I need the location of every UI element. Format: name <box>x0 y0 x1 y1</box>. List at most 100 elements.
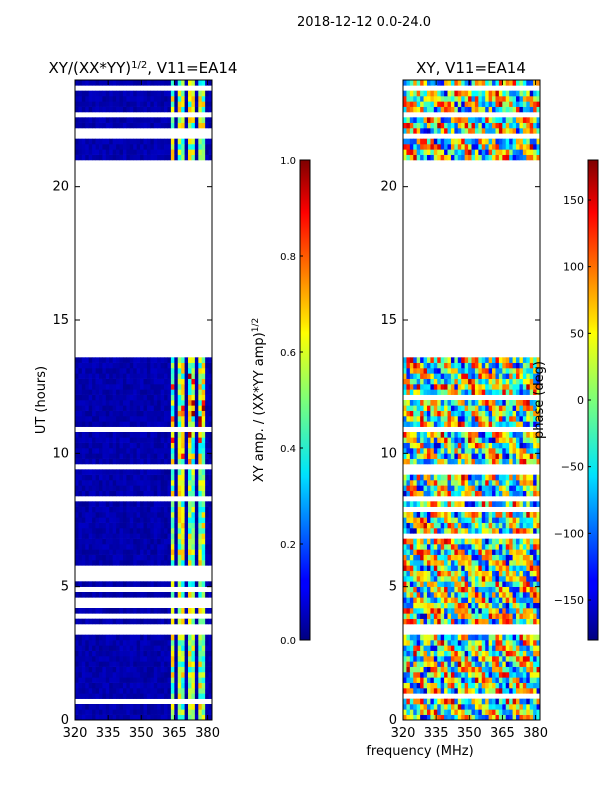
heatmap-cell <box>454 613 459 619</box>
heatmap-cell <box>88 528 93 534</box>
heatmap-cell <box>447 565 452 571</box>
heatmap-cell <box>413 576 418 582</box>
heatmap-cell <box>433 378 438 385</box>
heatmap-cell <box>157 661 162 667</box>
heatmap-cell <box>423 645 428 651</box>
heatmap-cell <box>464 448 469 454</box>
heatmap-cell <box>461 373 466 379</box>
heatmap-cell <box>457 549 462 555</box>
heatmap-cell <box>461 400 466 406</box>
heatmap-cell <box>457 698 462 705</box>
heatmap-cell <box>160 485 165 491</box>
heatmap-cell <box>495 586 500 593</box>
heatmap-cell <box>78 661 83 667</box>
heatmap-cell <box>512 442 517 449</box>
heatmap-cell <box>519 634 524 641</box>
heatmap-cell <box>505 373 510 379</box>
heatmap-cell <box>201 704 206 710</box>
heatmap-cell <box>116 688 120 694</box>
heatmap-cell <box>505 389 510 395</box>
heatmap-cell <box>403 714 407 720</box>
heatmap-cell <box>420 538 424 545</box>
heatmap-cell <box>170 533 175 539</box>
heatmap-cell <box>471 389 476 395</box>
heatmap-cell <box>440 640 445 646</box>
heatmap-cell <box>457 501 462 507</box>
heatmap-cell <box>461 432 466 438</box>
heatmap-cell <box>522 474 527 481</box>
heatmap-cell <box>198 634 203 641</box>
heatmap-cell <box>78 704 83 710</box>
heatmap-cell <box>174 656 179 662</box>
heatmap-cell <box>181 362 185 369</box>
heatmap-cell <box>485 602 490 609</box>
heatmap-cell <box>75 405 79 411</box>
heatmap-cell <box>116 714 120 720</box>
heatmap-cell <box>112 144 117 150</box>
heatmap-cell <box>146 549 151 555</box>
heatmap-cell <box>478 485 483 491</box>
heatmap-cell <box>440 458 445 465</box>
heatmap-cell <box>92 554 96 561</box>
heatmap-cell <box>105 122 110 129</box>
heatmap-cell <box>164 458 168 465</box>
heatmap-cell <box>481 362 486 369</box>
heatmap-cell <box>533 666 537 673</box>
heatmap-cell <box>526 714 531 720</box>
heatmap-cell <box>174 96 179 102</box>
heatmap-cell <box>420 528 424 534</box>
heatmap-cell <box>208 149 212 155</box>
heatmap-cell <box>136 106 141 113</box>
heatmap-cell <box>512 544 517 550</box>
heatmap-cell <box>164 704 168 710</box>
heatmap-cell <box>194 517 199 523</box>
heatmap-cell <box>481 389 486 395</box>
heatmap-cell <box>181 122 185 129</box>
heatmap-cell <box>474 538 479 545</box>
heatmap-cell <box>126 661 131 667</box>
heatmap-cell <box>98 357 103 363</box>
heatmap-cell <box>485 373 490 379</box>
heatmap-cell <box>116 581 120 587</box>
heatmap-cell <box>468 581 472 587</box>
heatmap-cell <box>133 538 138 545</box>
heatmap-cell <box>205 96 209 102</box>
heatmap-cell <box>533 592 537 598</box>
heatmap-cell <box>133 656 138 662</box>
heatmap-cell <box>160 709 165 715</box>
heatmap-cell <box>146 90 151 97</box>
heatmap-cell <box>167 432 172 438</box>
heatmap-cell <box>136 378 141 385</box>
heatmap-cell <box>174 448 179 454</box>
heatmap-cell <box>194 581 199 587</box>
heatmap-cell <box>105 592 110 598</box>
heatmap-cell <box>481 592 486 598</box>
heatmap-cell <box>188 453 192 459</box>
heatmap-cell <box>529 672 534 678</box>
heatmap-cell <box>416 645 421 651</box>
heatmap-cell <box>112 618 117 625</box>
heatmap-cell <box>457 640 462 646</box>
heatmap-cell <box>75 368 79 374</box>
heatmap-cell <box>109 90 114 97</box>
heatmap-cell <box>88 117 93 123</box>
heatmap-cell <box>409 592 414 598</box>
heatmap-cell <box>194 677 199 683</box>
heatmap-cell <box>150 432 155 438</box>
heatmap-cell <box>153 538 158 545</box>
heatmap-cell <box>143 122 148 129</box>
heatmap-cell <box>167 154 172 161</box>
heatmap-cell <box>437 576 442 582</box>
heatmap-cell <box>526 448 531 454</box>
heatmap-cell <box>526 458 531 465</box>
heatmap-cell <box>522 421 527 427</box>
heatmap-cell <box>191 416 196 422</box>
heatmap-cell <box>529 597 534 603</box>
heatmap-cell <box>136 389 141 395</box>
heatmap-cell <box>444 378 448 385</box>
heatmap-cell <box>78 96 83 102</box>
heatmap-cell <box>495 597 500 603</box>
heatmap-cell <box>533 640 537 646</box>
heatmap-cell <box>102 394 107 401</box>
heatmap-cell <box>416 560 421 566</box>
